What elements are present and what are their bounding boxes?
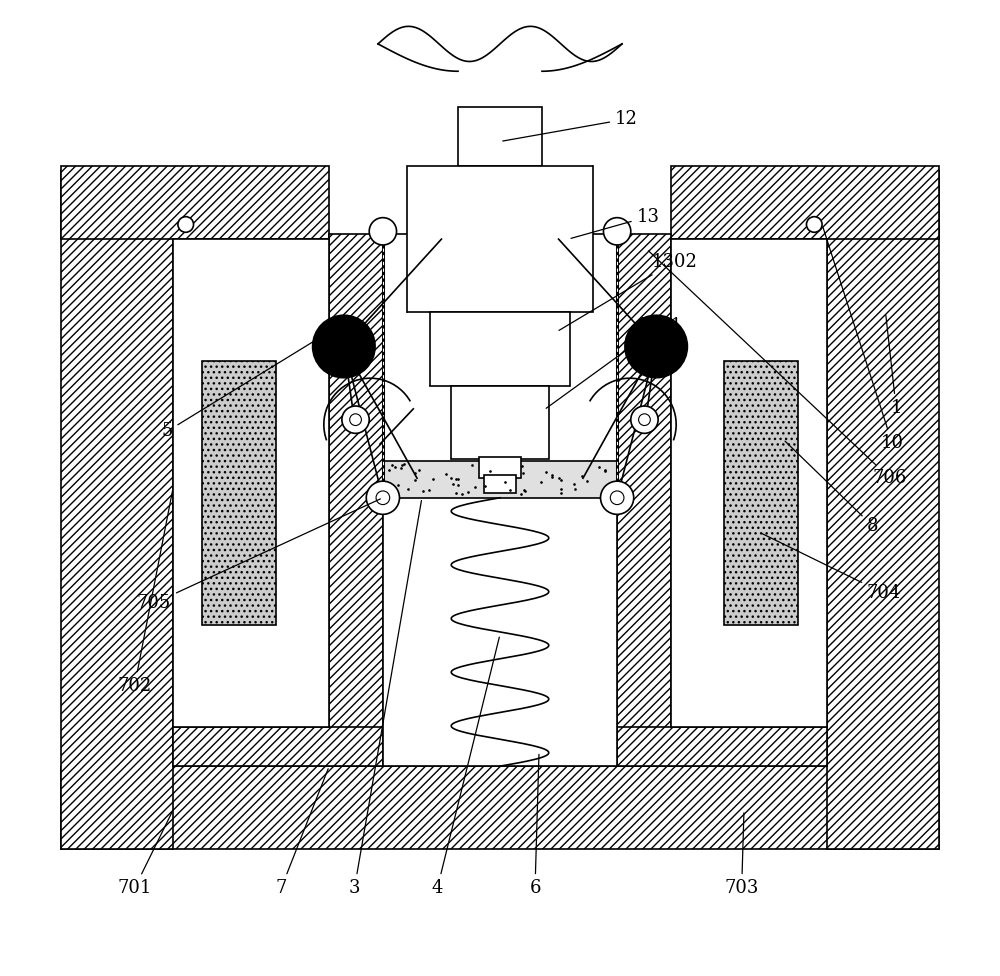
Bar [61, 766, 939, 849]
Text: 6: 6 [529, 754, 541, 897]
Bar [724, 361, 798, 625]
Bar [202, 361, 276, 625]
Circle shape [342, 406, 369, 433]
Circle shape [376, 491, 390, 505]
Bar [173, 239, 329, 727]
Bar [383, 461, 617, 498]
Bar [617, 727, 827, 766]
Circle shape [610, 491, 624, 505]
Bar [329, 234, 383, 766]
Bar [451, 386, 549, 459]
Text: 702: 702 [117, 491, 173, 695]
Circle shape [603, 218, 631, 245]
Text: 4: 4 [432, 637, 499, 897]
Bar [407, 166, 593, 312]
Bar [671, 239, 827, 727]
Text: 701: 701 [117, 813, 172, 897]
Text: 1311: 1311 [546, 317, 683, 408]
Bar [173, 727, 383, 766]
Text: 1302: 1302 [559, 253, 697, 331]
Text: 706: 706 [648, 251, 907, 487]
Text: 703: 703 [724, 813, 759, 897]
Circle shape [601, 481, 634, 514]
Bar [484, 475, 516, 493]
Text: 12: 12 [503, 110, 638, 142]
Bar [827, 171, 939, 849]
Text: 7: 7 [276, 769, 328, 897]
Bar [479, 457, 521, 478]
Circle shape [639, 414, 650, 426]
Text: 3: 3 [349, 501, 421, 897]
Circle shape [369, 218, 397, 245]
Circle shape [178, 217, 194, 232]
Circle shape [350, 414, 361, 426]
Text: 13: 13 [571, 208, 660, 238]
Circle shape [313, 315, 375, 378]
Circle shape [366, 481, 399, 514]
Text: 1: 1 [886, 315, 902, 417]
Text: 704: 704 [761, 533, 901, 602]
Bar [617, 234, 671, 766]
Text: 705: 705 [137, 499, 380, 612]
Text: 5: 5 [161, 333, 327, 440]
Bar [61, 166, 329, 239]
Bar [671, 166, 939, 239]
Bar [458, 107, 542, 166]
Circle shape [631, 406, 658, 433]
Circle shape [625, 315, 687, 378]
Bar [61, 171, 173, 849]
Bar [383, 234, 617, 766]
Text: 10: 10 [823, 227, 904, 452]
Circle shape [806, 217, 822, 232]
Bar [430, 312, 570, 386]
Text: 8: 8 [785, 441, 878, 535]
